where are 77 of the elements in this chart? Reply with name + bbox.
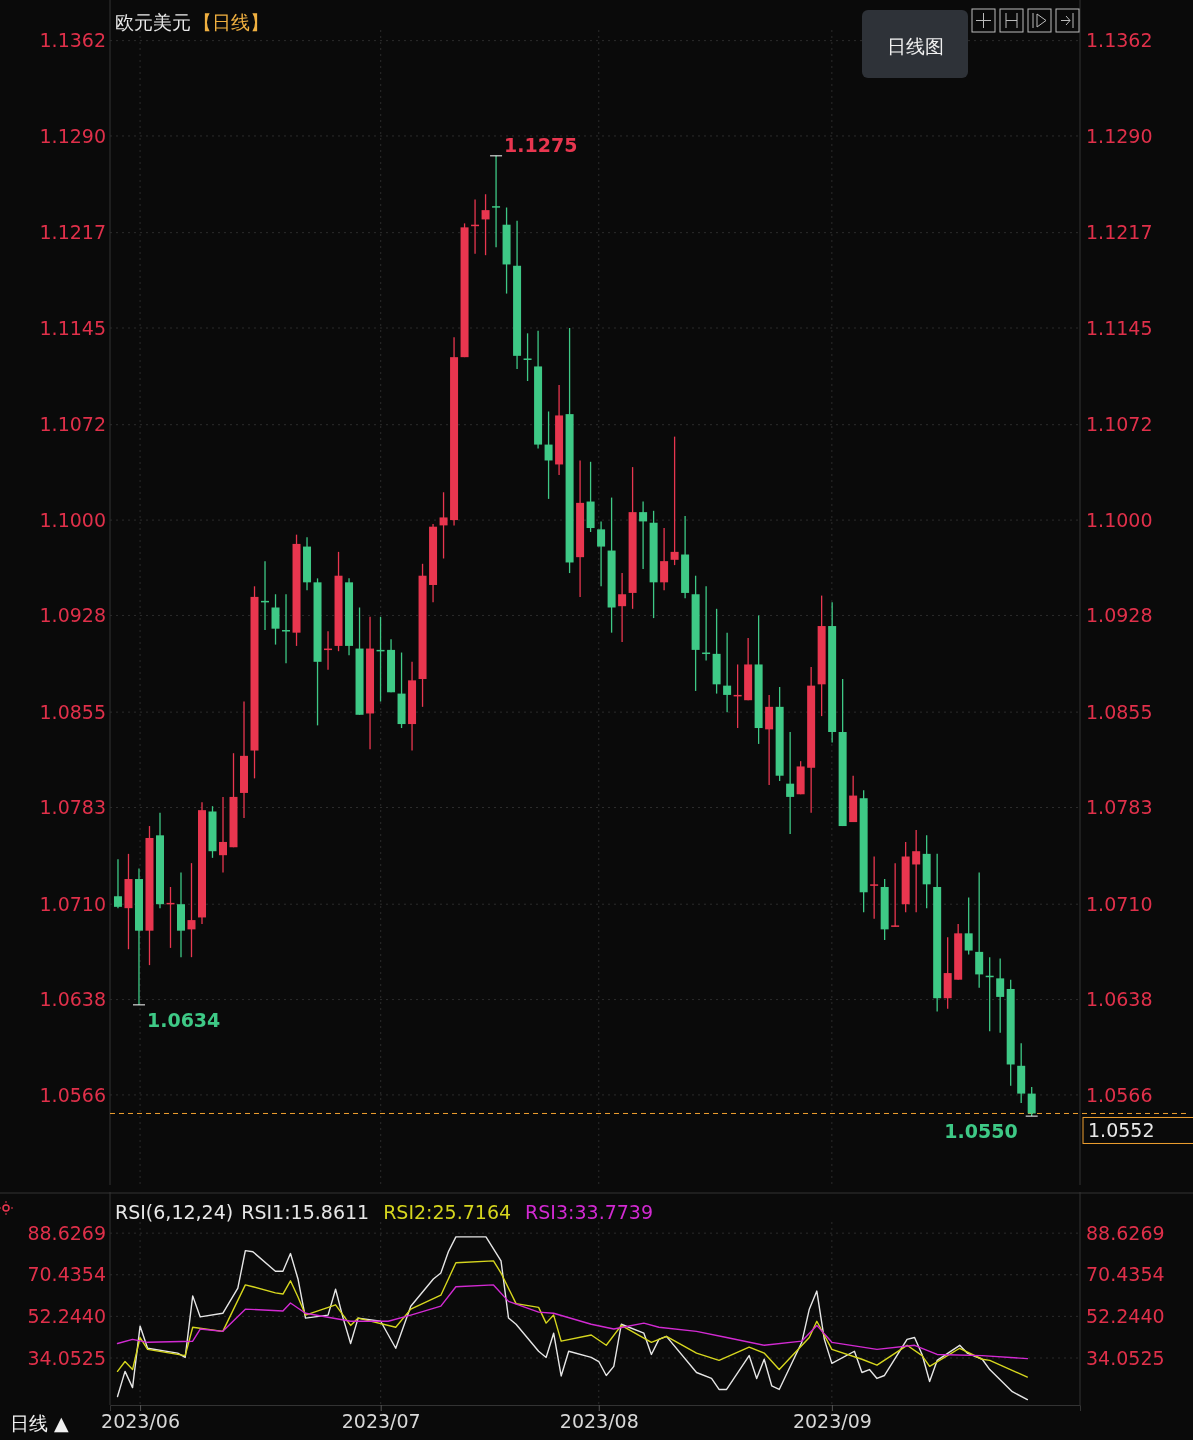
candlestick	[996, 957, 1005, 1034]
y2-tick-label: 1.0928	[1086, 604, 1153, 627]
candlestick	[282, 593, 291, 664]
y2-tick-label: 88.6269	[1086, 1221, 1165, 1244]
candlestick	[891, 862, 900, 928]
candlestick	[670, 435, 679, 566]
y2-tick-label: 1.1072	[1086, 413, 1153, 436]
candlestick	[639, 500, 648, 570]
x-tick-label: 2023/06	[101, 1410, 181, 1433]
text: 日线 ▲	[10, 1412, 70, 1434]
line-series	[116, 1284, 1029, 1360]
y-tick-label: 1.1072	[39, 413, 106, 436]
x-tick-label: 2023/07	[341, 1410, 421, 1433]
ref-line-label: 1.0552	[1088, 1119, 1155, 1142]
tooltip: 日线图	[862, 10, 968, 78]
y2-tick-label: 34.0525	[1086, 1346, 1165, 1369]
candlestick	[597, 520, 606, 587]
chart-title: RSI(6,12,24)	[115, 1201, 234, 1223]
candlestick	[113, 858, 122, 909]
candlestick	[523, 332, 532, 382]
y-tick-label: 70.4354	[27, 1263, 106, 1286]
y-tick-label: 1.1217	[39, 221, 106, 244]
candlestick	[912, 829, 921, 913]
x-tick-label: 2023/09	[792, 1410, 872, 1433]
y2-tick-label: 1.0566	[1086, 1083, 1153, 1106]
candlestick	[439, 491, 448, 560]
candlestick	[786, 731, 795, 835]
y-tick-label: 1.0566	[39, 1083, 106, 1106]
y2-tick-label: 1.1290	[1086, 124, 1153, 147]
series-label: RSI1:15.8611	[241, 1201, 370, 1223]
y-tick-label: 1.0783	[39, 796, 106, 819]
candlestick	[618, 572, 627, 643]
y-tick-label: 1.0855	[39, 700, 106, 723]
y-tick-label: 34.0525	[27, 1346, 106, 1369]
y2-tick-label: 1.0638	[1086, 988, 1153, 1011]
candlestick	[870, 855, 879, 920]
y-tick-label: 1.0928	[39, 604, 106, 627]
candlestick	[492, 155, 501, 248]
x-tick-label: 2023/08	[559, 1410, 639, 1433]
y-tick-label: 1.1000	[39, 508, 106, 531]
candlestick	[271, 593, 280, 646]
annotation: 1.0550	[944, 1120, 1018, 1143]
y2-tick-label: 1.1362	[1086, 29, 1153, 52]
y-tick-label: 1.1145	[39, 316, 106, 339]
y2-tick-label: 1.1000	[1086, 508, 1153, 531]
y2-tick-label: 1.0855	[1086, 700, 1153, 723]
candlestick	[660, 527, 669, 591]
annotation: 1.0634	[146, 1008, 221, 1031]
candlestick	[975, 871, 984, 989]
text: RSI2:25.7164	[383, 1201, 512, 1223]
y2-tick-label: 1.0710	[1086, 892, 1153, 915]
candlestick	[1027, 1086, 1036, 1117]
chart-title: 欧元美元	[115, 11, 191, 33]
candlestick	[723, 632, 732, 713]
text: RSI3:33.7739	[525, 1201, 654, 1223]
line-series	[116, 1260, 1029, 1378]
y-tick-label: 1.0710	[39, 892, 106, 915]
chart-subtitle: 【日线】	[193, 11, 269, 33]
candlestick	[187, 862, 196, 958]
y2-tick-label: 1.1217	[1086, 221, 1153, 244]
candlestick	[544, 410, 553, 500]
y2-tick-label: 70.4354	[1086, 1263, 1165, 1286]
annotation: 1.1275	[504, 133, 578, 156]
candlestick	[765, 694, 774, 786]
annotation: 日线图	[886, 35, 944, 57]
y-tick-label: 1.1362	[39, 29, 106, 52]
y2-tick-label: 1.0783	[1086, 796, 1153, 819]
candlestick	[219, 796, 228, 874]
y2-tick-label: 52.2440	[1086, 1304, 1165, 1327]
y-tick-label: 52.2440	[27, 1304, 106, 1327]
line-series	[116, 1236, 1029, 1401]
y-tick-label: 88.6269	[27, 1221, 106, 1244]
candlestick	[964, 896, 973, 956]
y2-tick-label: 1.1145	[1086, 316, 1153, 339]
y-tick-label: 1.1290	[39, 124, 106, 147]
candlestick	[481, 193, 490, 256]
y-tick-label: 1.0638	[39, 988, 106, 1011]
